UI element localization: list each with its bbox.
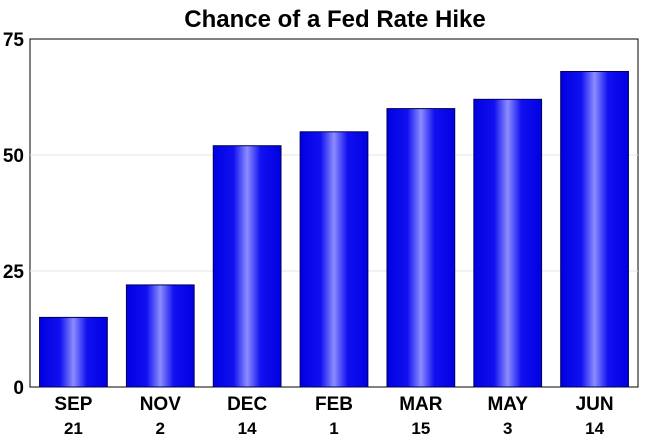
- bar-jun: [560, 70, 629, 388]
- y-tick-label: 0: [13, 378, 24, 399]
- x-tick-sublabel: 3: [503, 419, 512, 438]
- bar-dec: [212, 145, 282, 388]
- x-tick-label: FEB: [315, 394, 353, 415]
- x-tick-label: DEC: [227, 394, 267, 415]
- chart-title: Chance of a Fed Rate Hike: [184, 6, 485, 33]
- x-tick-label: JUN: [576, 394, 614, 415]
- x-tick-label: SEP: [54, 394, 92, 415]
- bar-nov: [125, 284, 195, 388]
- x-tick-sublabel: 14: [238, 419, 257, 438]
- y-tick-label: 25: [3, 262, 25, 283]
- bar-feb: [299, 131, 369, 388]
- x-tick-label: MAR: [399, 394, 443, 415]
- x-axis-labels: SEP 21 NOV 2 DEC 14 FEB 1 MAR 15 MAY 3 JUN 14: [54, 394, 613, 438]
- x-tick-sublabel: 15: [411, 419, 430, 438]
- x-tick-label: MAY: [487, 394, 528, 415]
- bar-sep: [39, 316, 108, 388]
- x-tick-label: NOV: [140, 394, 182, 415]
- x-tick-sublabel: 2: [156, 419, 165, 438]
- x-tick-sublabel: 21: [64, 419, 83, 438]
- y-axis-ticks: 0 25 50 75: [3, 30, 25, 399]
- x-tick-sublabel: 1: [329, 419, 338, 438]
- bar-may: [473, 98, 543, 388]
- y-tick-label: 75: [3, 30, 25, 51]
- y-tick-label: 50: [3, 146, 24, 167]
- x-tick-sublabel: 14: [585, 419, 604, 438]
- bars: [39, 70, 629, 388]
- bar-mar: [386, 108, 456, 388]
